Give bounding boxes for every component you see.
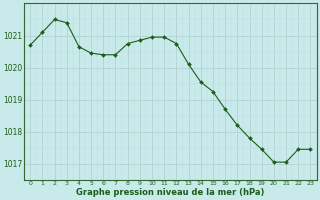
X-axis label: Graphe pression niveau de la mer (hPa): Graphe pression niveau de la mer (hPa) <box>76 188 265 197</box>
